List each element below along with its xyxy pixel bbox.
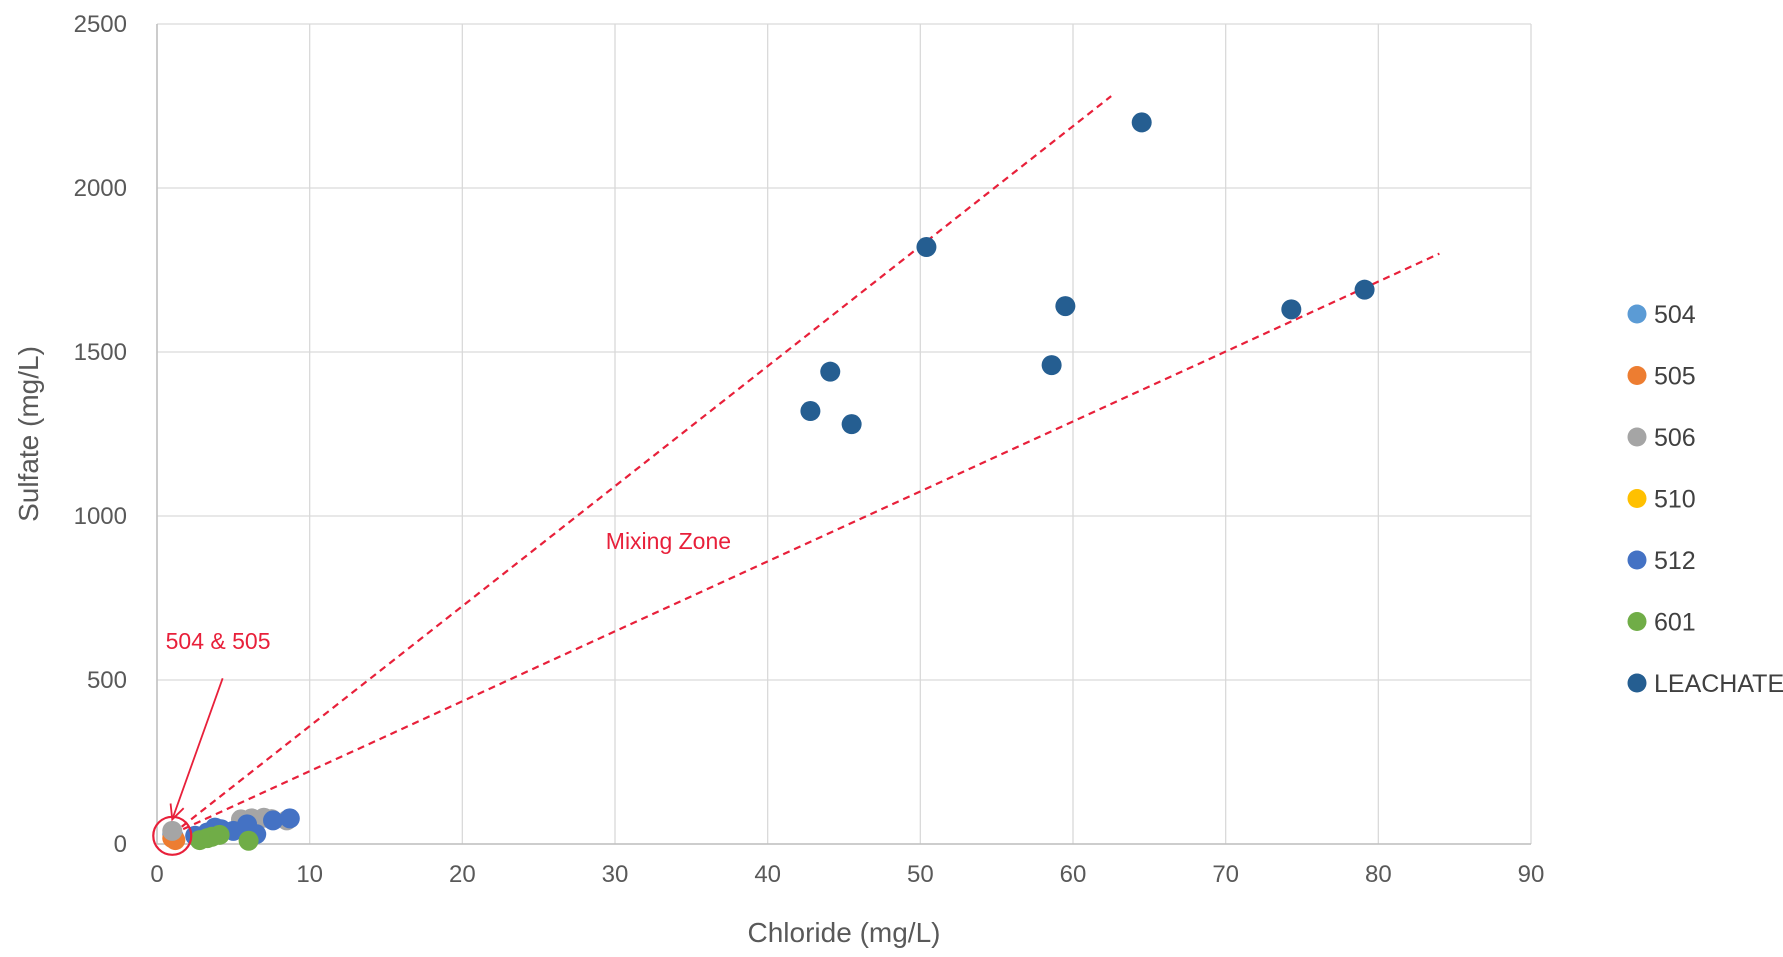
y-tick-label: 0 — [114, 831, 127, 858]
callout-label: 504 & 505 — [166, 628, 271, 654]
data-point — [279, 808, 300, 829]
y-tick-label: 500 — [87, 667, 127, 694]
data-point — [209, 824, 230, 845]
data-point — [1354, 279, 1375, 300]
x-tick-label: 90 — [1518, 861, 1545, 888]
legend-label: 510 — [1654, 486, 1696, 514]
legend-label: 512 — [1654, 547, 1696, 575]
data-point — [162, 820, 183, 841]
legend-label: 506 — [1654, 424, 1696, 452]
mixing-zone-upper-line — [171, 95, 1112, 836]
x-tick-label: 30 — [602, 861, 629, 888]
legend-marker — [1627, 304, 1647, 324]
data-point — [800, 401, 821, 422]
data-point — [1055, 296, 1076, 317]
legend-marker — [1627, 673, 1647, 693]
legend-marker — [1627, 366, 1647, 385]
y-tick-label: 1000 — [74, 503, 127, 530]
data-point — [1131, 112, 1152, 133]
legend-marker — [1627, 427, 1647, 447]
x-tick-label: 10 — [296, 861, 323, 888]
x-tick-label: 40 — [754, 861, 781, 888]
x-tick-label: 80 — [1365, 861, 1392, 888]
legend-label: 505 — [1654, 363, 1696, 391]
data-point — [841, 414, 862, 435]
x-tick-label: 50 — [907, 861, 934, 888]
legend-label: LEACHATE — [1654, 670, 1783, 698]
mixing-zone-label: Mixing Zone — [606, 528, 731, 554]
mixing-zone-lines — [171, 95, 1440, 836]
data-points — [162, 112, 1375, 851]
grid — [156, 23, 1532, 845]
data-point — [263, 810, 284, 831]
x-tick-label: 0 — [150, 861, 163, 888]
x-tick-label: 20 — [449, 861, 476, 888]
y-axis-title: Sulfate (mg/L) — [13, 346, 44, 522]
legend-label: 504 — [1654, 301, 1696, 329]
x-tick-label: 70 — [1212, 861, 1239, 888]
legend-marker — [1627, 550, 1647, 570]
y-tick-label: 2500 — [74, 11, 127, 38]
y-tick-label: 1500 — [74, 339, 127, 366]
data-point — [1041, 355, 1062, 376]
mixing-zone-lower-line — [171, 252, 1440, 836]
legend-label: 601 — [1654, 609, 1696, 637]
x-axis-title: Chloride (mg/L) — [748, 917, 941, 948]
legend-marker — [1627, 489, 1647, 508]
legend-marker — [1627, 612, 1647, 631]
data-point — [238, 830, 259, 851]
x-tick-label: 60 — [1060, 861, 1087, 888]
axes: 0 10 20 30 40 50 60 70 80 90 0 500 1000 1500 2000 2500 C… — [13, 11, 1544, 948]
legend: 504 505 506 510 512 601 LEACHATE — [1627, 301, 1783, 698]
data-point — [916, 237, 937, 258]
callout-arrow-line — [171, 678, 224, 820]
annotations: Mixing Zone 504 & 505 — [152, 528, 731, 856]
data-point — [820, 361, 841, 382]
y-tick-label: 2000 — [74, 175, 127, 202]
callout-arrow-head — [169, 803, 185, 822]
data-point — [1281, 299, 1302, 320]
